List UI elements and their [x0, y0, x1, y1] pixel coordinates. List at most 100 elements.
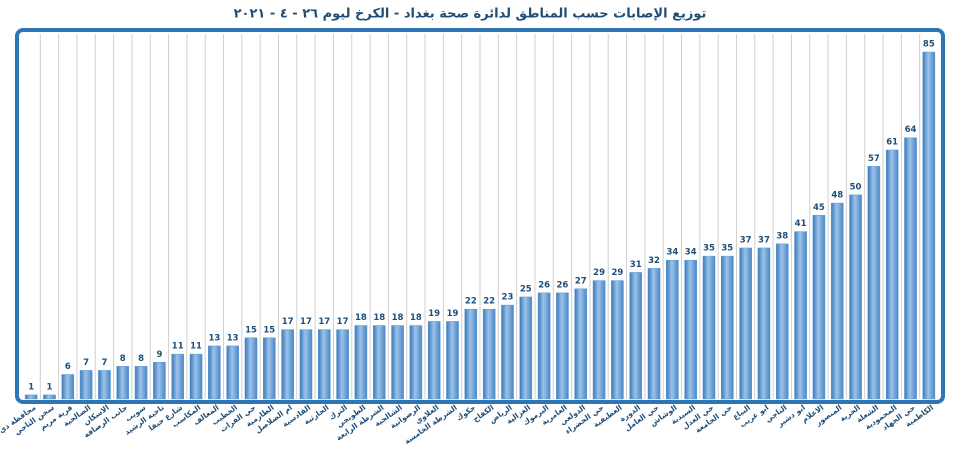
value-label: 17 — [318, 317, 330, 327]
value-label: 18 — [392, 313, 404, 323]
value-label: 61 — [886, 137, 898, 147]
value-label: 45 — [813, 203, 825, 213]
bar — [611, 280, 624, 400]
bar — [849, 194, 862, 400]
bar — [171, 353, 185, 400]
bar — [556, 292, 569, 400]
bar — [446, 321, 459, 400]
value-label: 34 — [685, 248, 697, 258]
value-label: 1 — [28, 382, 34, 392]
value-label: 15 — [245, 325, 257, 335]
bar — [244, 337, 258, 400]
bar — [574, 288, 588, 400]
value-label: 22 — [483, 297, 495, 307]
value-label: 19 — [428, 309, 440, 319]
value-label: 8 — [138, 354, 144, 364]
bar — [812, 215, 826, 400]
bar — [775, 243, 789, 400]
value-label: 32 — [648, 256, 660, 266]
value-label: 26 — [538, 280, 550, 290]
value-label: 34 — [666, 248, 678, 258]
bar — [116, 366, 130, 400]
bar — [354, 325, 368, 400]
bar — [904, 137, 917, 400]
bar — [281, 329, 294, 400]
value-label: 50 — [850, 182, 862, 192]
bar — [427, 321, 441, 400]
value-label: 18 — [355, 313, 367, 323]
bar — [79, 370, 93, 400]
bar — [666, 259, 679, 400]
value-label: 22 — [465, 297, 477, 307]
bar — [885, 149, 899, 400]
value-label: 7 — [101, 358, 107, 368]
value-label: 7 — [83, 358, 89, 368]
bar — [409, 325, 423, 400]
value-label: 35 — [703, 244, 715, 254]
bar — [519, 296, 533, 400]
value-label: 26 — [557, 280, 569, 290]
bar — [647, 268, 661, 400]
value-label: 37 — [740, 235, 752, 245]
value-label: 64 — [905, 125, 917, 135]
value-label: 29 — [611, 268, 623, 278]
value-label: 29 — [593, 268, 605, 278]
bar — [922, 51, 936, 400]
value-label: 11 — [190, 342, 202, 352]
bar — [43, 394, 56, 400]
value-label: 8 — [120, 354, 126, 364]
bar — [134, 366, 148, 400]
bar — [464, 308, 478, 400]
value-label: 6 — [65, 362, 71, 372]
value-label: 17 — [300, 317, 312, 327]
value-label: 35 — [721, 244, 733, 254]
value-label: 37 — [758, 235, 770, 245]
bar — [299, 329, 313, 400]
bar — [702, 255, 716, 400]
value-label: 9 — [156, 350, 162, 360]
value-label: 15 — [263, 325, 275, 335]
bar — [208, 345, 221, 400]
value-label: 13 — [208, 333, 220, 343]
bar — [391, 325, 404, 400]
bar — [537, 292, 551, 400]
value-label: 18 — [373, 313, 385, 323]
bar — [684, 259, 697, 400]
value-label: 18 — [410, 313, 422, 323]
bar — [501, 304, 514, 400]
bar — [24, 394, 38, 400]
value-label: 17 — [337, 317, 349, 327]
value-label: 41 — [795, 219, 807, 229]
value-label: 25 — [520, 284, 532, 294]
value-label: 1 — [47, 382, 53, 392]
bar — [867, 166, 881, 400]
bar — [592, 280, 606, 400]
bar — [336, 329, 349, 400]
bar — [721, 255, 734, 400]
value-label: 19 — [447, 309, 459, 319]
bar — [739, 247, 752, 400]
value-label: 85 — [923, 40, 935, 50]
bar — [98, 370, 111, 400]
value-label: 31 — [630, 260, 642, 270]
value-label: 23 — [502, 293, 514, 303]
value-label: 57 — [868, 154, 880, 164]
value-label: 27 — [575, 276, 587, 286]
value-label: 11 — [172, 342, 184, 352]
value-label: 17 — [282, 317, 294, 327]
bar — [61, 374, 75, 400]
bar — [317, 329, 331, 400]
value-label: 38 — [776, 231, 788, 241]
bar — [263, 337, 276, 400]
bar — [372, 325, 386, 400]
bar — [830, 202, 844, 400]
value-label: 13 — [227, 333, 239, 343]
separators — [39, 34, 921, 399]
bar — [629, 272, 643, 400]
bar — [153, 362, 166, 400]
value-label: 48 — [831, 191, 843, 201]
bar — [482, 308, 496, 400]
bar — [226, 345, 239, 400]
bar — [757, 247, 771, 400]
